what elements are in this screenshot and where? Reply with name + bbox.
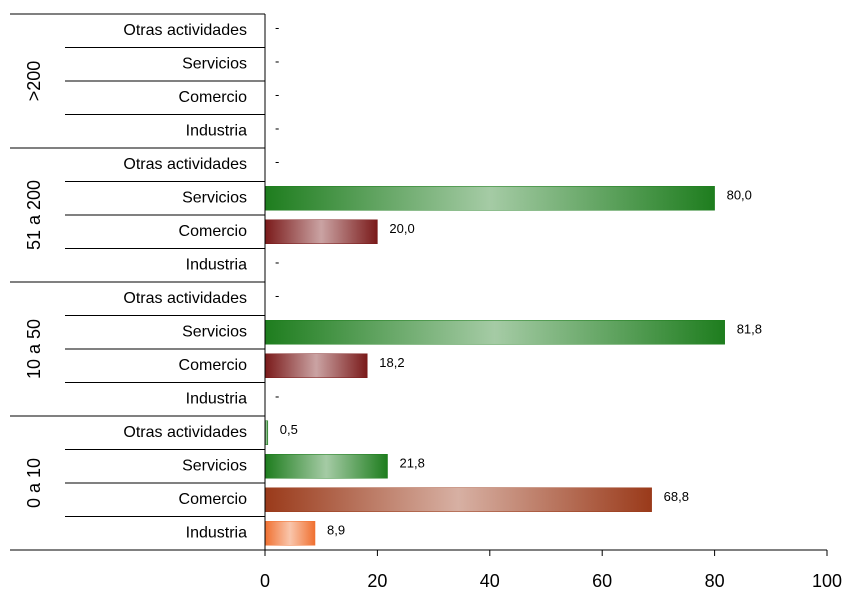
group-label: 10 a 50 bbox=[24, 319, 44, 379]
value-label: 0,5 bbox=[280, 422, 298, 437]
category-label: Industria bbox=[186, 524, 247, 541]
category-label: Industria bbox=[186, 122, 247, 139]
category-label: Servicios bbox=[182, 55, 247, 72]
x-tick-label: 80 bbox=[705, 571, 725, 591]
category-label: Comercio bbox=[179, 89, 248, 106]
category-label: Servicios bbox=[182, 189, 247, 206]
value-label: - bbox=[275, 87, 279, 102]
value-label: - bbox=[275, 154, 279, 169]
category-label: Comercio bbox=[179, 357, 248, 374]
value-label: 68,8 bbox=[664, 489, 689, 504]
bar bbox=[264, 487, 652, 512]
category-label: Servicios bbox=[182, 457, 247, 474]
value-label: 8,9 bbox=[327, 523, 345, 538]
value-label: 18,2 bbox=[379, 355, 404, 370]
x-tick-label: 20 bbox=[367, 571, 387, 591]
value-label: - bbox=[275, 20, 279, 35]
value-label: 81,8 bbox=[737, 322, 762, 337]
value-label: 21,8 bbox=[400, 456, 425, 471]
value-label: 20,0 bbox=[389, 221, 414, 236]
value-label: - bbox=[275, 54, 279, 69]
x-tick-label: 100 bbox=[812, 571, 842, 591]
category-label: Otras actividades bbox=[123, 290, 247, 307]
group-label: >200 bbox=[24, 61, 44, 102]
group-label: 51 a 200 bbox=[24, 180, 44, 250]
bar bbox=[264, 521, 316, 546]
category-label: Otras actividades bbox=[123, 424, 247, 441]
category-label: Industria bbox=[186, 256, 247, 273]
bar bbox=[264, 353, 368, 378]
category-label: Servicios bbox=[182, 323, 247, 340]
value-label: - bbox=[275, 389, 279, 404]
bar bbox=[264, 320, 725, 345]
bar bbox=[264, 186, 715, 211]
value-label: - bbox=[275, 255, 279, 270]
value-label: 80,0 bbox=[727, 188, 752, 203]
category-label: Comercio bbox=[179, 491, 248, 508]
category-label: Otras actividades bbox=[123, 156, 247, 173]
x-tick-label: 60 bbox=[592, 571, 612, 591]
bar bbox=[264, 454, 388, 479]
category-label: Otras actividades bbox=[123, 22, 247, 39]
bar bbox=[264, 219, 378, 244]
value-label: - bbox=[275, 121, 279, 136]
x-tick-label: 0 bbox=[260, 571, 270, 591]
group-label: 0 a 10 bbox=[24, 458, 44, 508]
x-tick-label: 40 bbox=[480, 571, 500, 591]
value-label: - bbox=[275, 288, 279, 303]
category-label: Industria bbox=[186, 390, 247, 407]
category-label: Comercio bbox=[179, 223, 248, 240]
